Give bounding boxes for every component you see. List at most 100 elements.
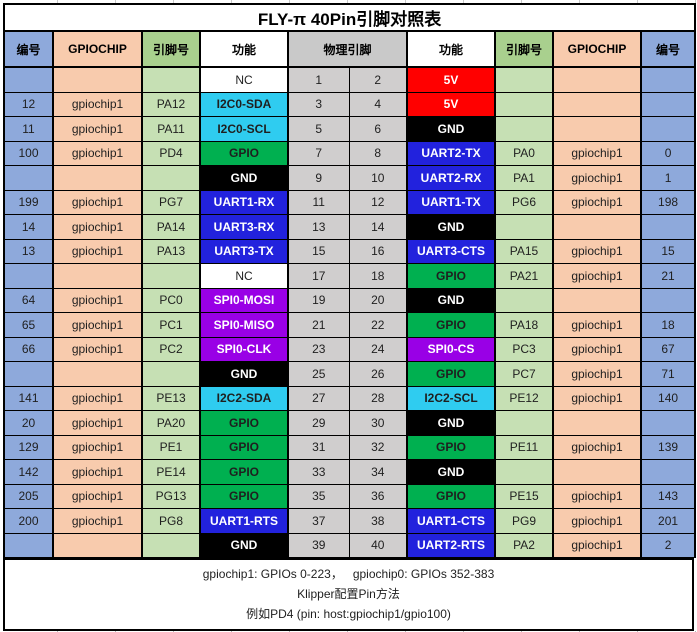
cell-function-left: NC: [199, 66, 289, 93]
cell-gpiochip-left: gpiochip1: [52, 214, 143, 240]
cell-pinname-right: [494, 459, 554, 485]
cell-number-left: 100: [3, 140, 54, 166]
cell-pinname-left: PD4: [141, 140, 201, 166]
cell-pinname-left: PC0: [141, 287, 201, 313]
cell-number-right: [639, 214, 697, 240]
cell-pinname-left: PG8: [141, 508, 201, 534]
cell-physical-pin-even: 14: [348, 214, 408, 240]
cell-number-left: 129: [3, 434, 54, 460]
cell-gpiochip-right: gpiochip1: [552, 483, 642, 509]
pin-row: 199 gpiochip1 PG7 UART1-RX 11 12 UART1-TX PG6 gp…: [3, 189, 697, 215]
note-klipper-config: Klipper配置Pin方法: [297, 587, 400, 601]
cell-pinname-right: PA21: [494, 263, 554, 289]
cell-pinname-left: PA14: [141, 214, 201, 240]
cell-number-left: 205: [3, 483, 54, 509]
cell-physical-pin-even: 36: [348, 483, 408, 509]
cell-function-right: GND: [406, 116, 496, 142]
cell-function-right: UART1-TX: [406, 189, 496, 215]
cell-gpiochip-right: gpiochip1: [552, 312, 642, 338]
cell-function-right: 5V: [406, 91, 496, 117]
cell-number-left: 12: [3, 91, 54, 117]
cell-physical-pin-odd: 27: [287, 385, 350, 411]
cell-pinname-right: [494, 116, 554, 142]
cell-number-right: 67: [639, 336, 697, 362]
cell-pinname-left: PC2: [141, 336, 201, 362]
cell-gpiochip-right: gpiochip1: [552, 263, 642, 289]
cell-function-right: GND: [406, 214, 496, 240]
cell-number-right: [639, 410, 697, 436]
cell-physical-pin-odd: 23: [287, 336, 350, 362]
cell-gpiochip-right: gpiochip1: [552, 434, 642, 460]
cell-number-left: 66: [3, 336, 54, 362]
cell-gpiochip-left: gpiochip1: [52, 91, 143, 117]
cell-number-right: 201: [639, 508, 697, 534]
cell-pinname-right: PA0: [494, 140, 554, 166]
cell-gpiochip-right: [552, 410, 642, 436]
cell-physical-pin-even: 2: [348, 66, 408, 93]
pin-row: 13 gpiochip1 PA13 UART3-TX 15 16 UART3-CTS PA15…: [3, 238, 697, 264]
cell-function-right: SPI0-CS: [406, 336, 496, 362]
cell-pinname-left: PA20: [141, 410, 201, 436]
cell-physical-pin-odd: 31: [287, 434, 350, 460]
cell-function-right: UART1-CTS: [406, 508, 496, 534]
cell-function-left: GND: [199, 165, 289, 191]
footer-notes: gpiochip1: GPIOs 0-223， gpiochip0: GPIOs…: [3, 558, 694, 631]
cell-pinname-left: PA12: [141, 91, 201, 117]
cell-function-right: UART2-RX: [406, 165, 496, 191]
cell-physical-pin-odd: 29: [287, 410, 350, 436]
cell-physical-pin-even: 38: [348, 508, 408, 534]
cell-number-left: 200: [3, 508, 54, 534]
cell-physical-pin-odd: 35: [287, 483, 350, 509]
pin-row: GND 39 40 UART2-RTS PA2 gpiochip1 2: [3, 532, 697, 558]
cell-gpiochip-left: [52, 532, 143, 558]
cell-gpiochip-right: [552, 116, 642, 142]
pin-row: 66 gpiochip1 PC2 SPI0-CLK 23 24 SPI0-CS PC3 gpio…: [3, 336, 697, 362]
cell-number-right: 198: [639, 189, 697, 215]
cell-number-left: [3, 165, 54, 191]
pin-table-body: NC 1 2 5V 12 gpiochip1 PA12 I2C0-SDA 3 4 5V 11 gpioc…: [3, 66, 697, 558]
cell-physical-pin-odd: 33: [287, 459, 350, 485]
cell-gpiochip-left: gpiochip1: [52, 238, 143, 264]
cell-number-right: 139: [639, 434, 697, 460]
cell-function-left: I2C2-SDA: [199, 385, 289, 411]
cell-number-left: [3, 532, 54, 558]
spreadsheet-gridline-strip-top: [0, 0, 697, 3]
cell-function-right: I2C2-SCL: [406, 385, 496, 411]
header-function-right: 功能: [406, 30, 496, 68]
cell-gpiochip-left: gpiochip1: [52, 483, 143, 509]
cell-function-left: I2C0-SCL: [199, 116, 289, 142]
cell-pinname-left: [141, 361, 201, 387]
cell-pinname-left: [141, 263, 201, 289]
header-pinname-right: 引脚号: [494, 30, 554, 68]
cell-physical-pin-even: 40: [348, 532, 408, 558]
cell-gpiochip-left: [52, 66, 143, 93]
cell-pinname-right: PG9: [494, 508, 554, 534]
pin-row: 65 gpiochip1 PC1 SPI0-MISO 21 22 GPIO PA18 gpioc…: [3, 312, 697, 338]
cell-pinname-left: PG7: [141, 189, 201, 215]
cell-physical-pin-even: 30: [348, 410, 408, 436]
table-header-row: 编号 GPIOCHIP 引脚号 功能 物理引脚 功能 引脚号 GPIOCHIP …: [3, 30, 697, 68]
cell-function-left: GPIO: [199, 140, 289, 166]
cell-function-left: GND: [199, 361, 289, 387]
pin-row: NC 17 18 GPIO PA21 gpiochip1 21: [3, 263, 697, 289]
header-physical-pin: 物理引脚: [287, 30, 408, 68]
header-gpiochip-right: GPIOCHIP: [552, 30, 642, 68]
cell-number-right: [639, 91, 697, 117]
cell-function-left: UART1-RTS: [199, 508, 289, 534]
cell-function-right: 5V: [406, 66, 496, 93]
cell-number-left: [3, 361, 54, 387]
cell-gpiochip-right: [552, 91, 642, 117]
cell-gpiochip-left: [52, 165, 143, 191]
cell-gpiochip-left: [52, 361, 143, 387]
cell-gpiochip-right: [552, 287, 642, 313]
pin-row: 129 gpiochip1 PE1 GPIO 31 32 GPIO PE11 gpiochip1…: [3, 434, 697, 460]
cell-function-right: GPIO: [406, 483, 496, 509]
cell-number-right: 21: [639, 263, 697, 289]
cell-pinname-left: PE13: [141, 385, 201, 411]
cell-physical-pin-even: 6: [348, 116, 408, 142]
cell-physical-pin-odd: 13: [287, 214, 350, 240]
cell-gpiochip-right: gpiochip1: [552, 336, 642, 362]
cell-gpiochip-right: gpiochip1: [552, 508, 642, 534]
cell-gpiochip-right: gpiochip1: [552, 140, 642, 166]
cell-gpiochip-left: gpiochip1: [52, 410, 143, 436]
